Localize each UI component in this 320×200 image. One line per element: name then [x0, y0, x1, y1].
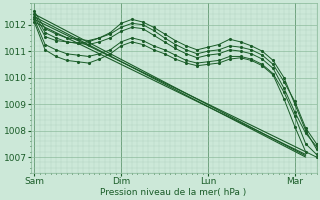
X-axis label: Pression niveau de la mer( hPa ): Pression niveau de la mer( hPa ) — [100, 188, 247, 197]
